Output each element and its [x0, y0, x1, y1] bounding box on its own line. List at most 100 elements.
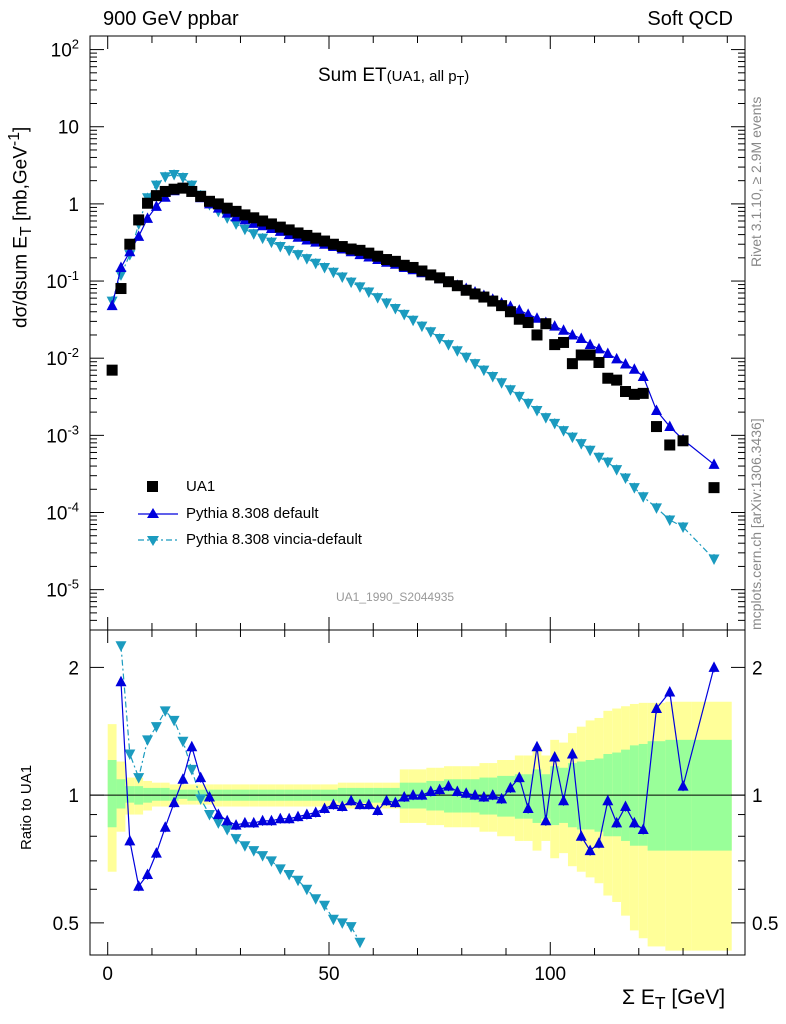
- top-point-vincia: [487, 371, 499, 383]
- ratio-point-default: [451, 785, 463, 796]
- ratio-point-default: [708, 661, 720, 672]
- top-point-vincia: [230, 219, 242, 230]
- ratio-point-vincia: [310, 894, 322, 905]
- ratio-point-default: [257, 814, 269, 826]
- top-point-default: [708, 458, 720, 469]
- green-band-bin: [532, 769, 542, 823]
- ratio-point-default: [248, 816, 260, 828]
- ratio-point-default: [345, 794, 357, 806]
- top-series-ua1: [106, 182, 720, 494]
- top-point-default: [593, 342, 605, 354]
- top-point-default: [106, 299, 118, 311]
- ratio-point-default: [469, 789, 481, 800]
- green-band-bin: [116, 779, 126, 809]
- ratio-point-default: [363, 798, 375, 810]
- ratio-point-default: [549, 750, 561, 762]
- top-point-ua1: [664, 439, 676, 451]
- top-point-ua1: [602, 372, 614, 384]
- green-band-bin: [125, 786, 135, 803]
- top-point-default: [611, 352, 623, 364]
- top-point-vincia: [442, 340, 454, 351]
- top-point-vincia: [504, 385, 516, 396]
- top-point-default: [124, 245, 136, 257]
- ratio-point-vincia: [168, 715, 180, 727]
- top-point-ua1: [451, 280, 463, 292]
- ratio-point-default: [593, 837, 605, 848]
- top-point-vincia: [381, 298, 393, 309]
- top-point-vincia: [540, 413, 552, 424]
- top-point-vincia: [522, 398, 534, 410]
- ratio-point-default: [372, 804, 384, 815]
- top-point-vincia: [301, 254, 313, 265]
- top-point-vincia: [159, 172, 171, 183]
- top-point-ua1: [566, 358, 578, 370]
- ratio-point-default: [531, 740, 543, 752]
- top-point-default: [150, 200, 162, 211]
- ratio-point-vincia: [212, 818, 224, 829]
- green-band-bin: [541, 774, 551, 819]
- top-point-vincia: [168, 170, 180, 181]
- top-point-default: [620, 358, 632, 369]
- ratio-point-default: [195, 771, 207, 783]
- top-point-vincia: [336, 272, 348, 283]
- y-tick-label-top: 10-4: [46, 500, 79, 525]
- top-point-ua1: [133, 214, 145, 226]
- ratio-point-vincia: [230, 834, 242, 845]
- top-point-ua1: [327, 238, 339, 250]
- top-point-ua1: [221, 202, 233, 214]
- top-point-ua1: [611, 374, 623, 386]
- green-band-bin: [444, 779, 453, 813]
- top-point-vincia: [292, 250, 304, 261]
- ratio-point-default: [177, 773, 189, 784]
- top-point-default: [531, 312, 543, 323]
- ratio-point-default: [650, 702, 662, 714]
- top-point-ua1: [186, 185, 198, 197]
- ratio-point-vincia: [248, 846, 260, 857]
- top-point-default: [142, 212, 154, 223]
- top-point-vincia: [460, 352, 472, 364]
- top-point-vincia: [451, 346, 463, 357]
- top-point-ua1: [203, 195, 215, 207]
- y-tick-label-bottom: 2: [68, 658, 79, 679]
- ratio-point-default: [150, 847, 162, 858]
- top-point-ua1: [650, 421, 662, 433]
- top-point-vincia: [664, 515, 676, 526]
- ratio-point-vincia: [195, 794, 207, 805]
- y-tick-label-top: 10: [58, 118, 79, 139]
- bottom-y-axis-label: Ratio to UA1: [18, 764, 35, 850]
- y-tick-label-bottom: 0.5: [53, 914, 79, 935]
- ratio-point-default: [301, 808, 313, 820]
- top-point-vincia: [283, 245, 295, 257]
- y-tick-label-top: 10-5: [46, 577, 79, 602]
- ratio-point-default: [327, 798, 339, 810]
- ratio-point-default: [620, 800, 632, 812]
- ratio-point-default: [381, 794, 393, 806]
- ratio-point-vincia: [177, 736, 189, 748]
- ratio-point-default: [637, 823, 649, 834]
- top-point-ua1: [150, 190, 162, 202]
- top-point-ua1: [248, 212, 260, 224]
- top-point-ua1: [336, 241, 348, 253]
- ratio-point-default: [186, 740, 198, 752]
- top-point-vincia: [327, 267, 339, 279]
- ratio-point-default: [407, 789, 419, 800]
- top-point-ua1: [124, 238, 136, 250]
- top-point-ua1: [283, 224, 295, 236]
- top-point-ua1: [584, 349, 596, 361]
- top-point-ua1: [177, 182, 189, 194]
- x-tick-label: 0: [102, 964, 113, 985]
- top-point-default: [522, 308, 534, 319]
- green-band-bin: [550, 766, 560, 826]
- ratio-point-vincia: [142, 735, 154, 746]
- y-tick-label-bottom: 1: [68, 786, 79, 807]
- top-point-vincia: [637, 492, 649, 503]
- top-point-vincia: [469, 359, 481, 370]
- panel-title: Sum ET(UA1, all pT): [318, 65, 469, 88]
- green-band-bin: [107, 760, 117, 828]
- top-point-ua1: [469, 288, 481, 300]
- energy-label: 900 GeV ppbar: [103, 8, 239, 30]
- rivet-version-label: Rivet 3.1.10, ≥ 2.9M events: [748, 96, 764, 267]
- top-point-ua1: [115, 283, 127, 295]
- y-tick-label-bottom-right: 1: [752, 786, 763, 807]
